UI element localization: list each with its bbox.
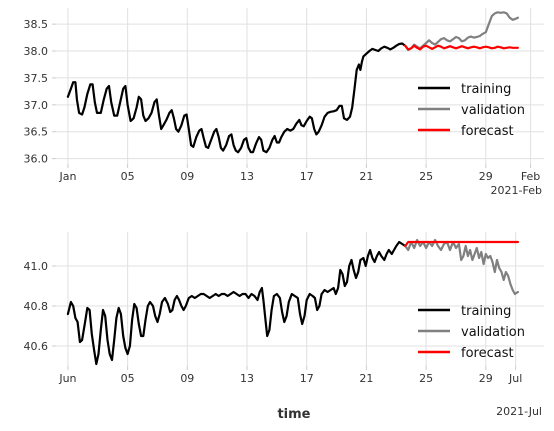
y-tick-label: 41.0	[24, 260, 49, 273]
legend-label-training: training	[461, 82, 511, 97]
legend: training validation forecast	[418, 304, 525, 361]
x-tick-label: Jan	[58, 170, 76, 183]
bottom-chart: 40.6 40.8 41.0 Jun 05 09 13 17 21 25 29 Jul 2021-Jul…	[24, 232, 544, 422]
series-line-forecast	[404, 44, 519, 51]
top-chart: 36.0 36.5 37.0 37.5 38.0 38.5 Jan 05 09 13 17 21 25 2…	[24, 8, 544, 197]
y-tick-label: 37.0	[24, 99, 49, 112]
x-axis-date-offset: 2021-Feb	[491, 184, 542, 197]
y-tick-label: 40.6	[24, 340, 49, 353]
y-tick-label: 37.5	[24, 72, 49, 85]
legend-label-forecast: forecast	[461, 124, 514, 139]
x-tick-label: 05	[121, 372, 135, 385]
x-tick-label: 25	[419, 170, 433, 183]
x-tick-label: 29	[479, 372, 493, 385]
y-tick-label: 40.8	[24, 300, 49, 313]
series-line-forecast	[404, 240, 519, 248]
legend-label-validation: validation	[461, 325, 525, 340]
x-tick-label: 29	[479, 170, 493, 183]
x-tick-label: 13	[240, 170, 254, 183]
series-line-training	[66, 240, 407, 366]
y-tick-label: 38.0	[24, 45, 49, 58]
x-tick-label: Jul	[508, 372, 522, 385]
x-tick-label: 17	[300, 170, 314, 183]
x-tick-label: 21	[359, 170, 373, 183]
x-tick-label: 17	[300, 372, 314, 385]
x-tick-label: 09	[180, 372, 194, 385]
series-line-validation	[404, 238, 519, 296]
legend: training validation forecast	[418, 82, 525, 139]
y-tick-label: 36.0	[24, 153, 49, 166]
x-tick-label: 21	[359, 372, 373, 385]
x-tick-label: 13	[240, 372, 254, 385]
x-tick-label: 25	[419, 372, 433, 385]
legend-label-validation: validation	[461, 103, 525, 118]
series-line-training	[66, 42, 407, 154]
y-tick-label: 38.5	[24, 18, 49, 31]
legend-label-forecast: forecast	[461, 346, 514, 361]
x-tick-label: 05	[121, 170, 135, 183]
legend-label-training: training	[461, 304, 511, 319]
x-tick-label: Jun	[58, 372, 76, 385]
x-axis-label: time	[277, 407, 310, 422]
y-tick-label: 36.5	[24, 126, 49, 139]
x-tick-label: Feb	[521, 170, 540, 183]
series-line-validation	[404, 11, 519, 52]
x-tick-label: 09	[180, 170, 194, 183]
x-axis-date-offset: 2021-Jul	[496, 405, 542, 418]
